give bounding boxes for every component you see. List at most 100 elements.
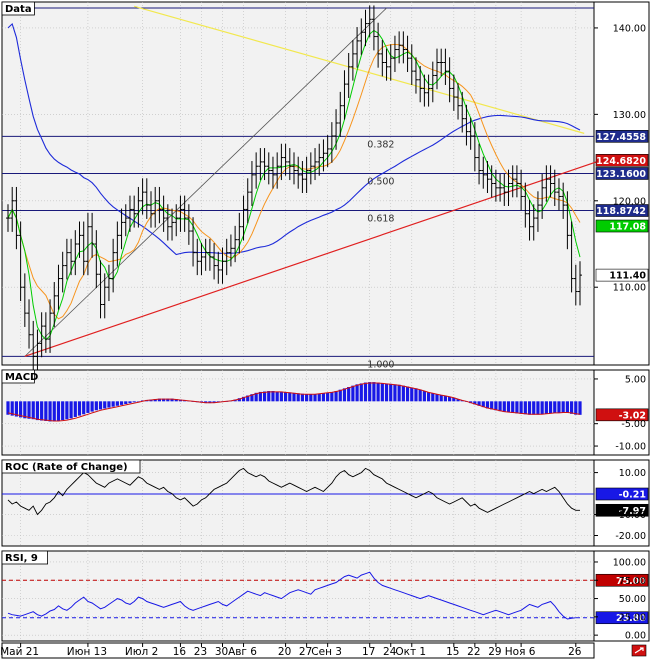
macd-histogram-bar [73,401,77,417]
macd-histogram-bar [166,398,170,402]
panel-0-tick-label: 130.00 [613,110,646,121]
fib-level-label: 0.618 [367,214,394,225]
fib-level-label: 0.382 [367,139,394,150]
panel-2-area [1,459,595,547]
macd-histogram-bar [212,401,216,403]
macd-histogram-bar [107,401,111,408]
fib-diagonal-line [24,7,387,357]
price-bar [237,212,242,254]
macd-histogram-bar [439,395,443,402]
price-bar [287,148,292,181]
fib-level-label: 0.500 [367,176,394,187]
price-bar [468,117,473,150]
price-bar [81,221,86,276]
macd-histogram-bar [448,396,452,402]
price-bar [460,91,465,133]
price-bar [329,122,334,163]
macd-histogram-bar [6,401,10,415]
macd-histogram-bar [267,391,271,402]
macd-histogram-bar [540,401,544,415]
price-bar [477,143,482,185]
panel-1-tick-label: -5.00 [621,419,646,430]
x-axis-label: Ноя 6 [505,646,536,658]
resize-icon[interactable] [631,644,647,657]
price-bar [153,186,158,228]
price-bar [569,221,574,293]
macd-histogram-bar [157,398,162,402]
panel-3-tick-label: 50.00 [619,594,646,605]
price-bar [228,234,233,267]
price-bar [270,156,275,189]
price-bar [56,264,61,310]
macd-histogram-bar [82,401,86,415]
value-label: 117.08 [609,222,646,233]
price-bar [544,165,549,202]
macd-histogram-bar [170,398,174,402]
value-label: -7.97 [619,506,646,517]
price-bar [77,221,82,258]
macd-histogram-bar [506,401,511,413]
x-axis-label: Сен 3 [311,646,342,658]
price-bar [304,156,309,194]
panel-3-title-box [1,550,48,565]
price-bar [254,152,259,189]
macd-histogram-bar [334,391,338,402]
x-axis-label: 29 [488,646,501,658]
price-bar [573,264,578,306]
macd-histogram-bar [48,401,52,422]
price-bar [27,299,32,349]
price-bar [397,31,402,64]
macd-histogram-bar [574,401,578,415]
price-bar [401,31,406,64]
macd-histogram-bar [410,387,414,402]
price-bar [48,299,53,353]
macd-histogram-bar [305,394,309,402]
price-bar [43,312,48,353]
macd-histogram-bar [347,387,351,402]
price-bar [258,148,263,181]
price-bar [418,65,423,103]
macd-histogram-bar [237,398,241,402]
macd-histogram-bar [10,401,14,416]
macd-histogram-bar [527,401,532,415]
price-bar [14,186,19,250]
macd-histogram-bar [44,401,48,421]
price-bar [186,204,191,245]
value-label-box [595,167,649,180]
price-bar [409,44,414,85]
value-label: 127.4558 [596,132,646,143]
value-label: 124.6820 [596,156,646,167]
price-bar [233,225,238,263]
price-bar [498,173,503,202]
price-bar [262,148,267,181]
price-bar [39,312,44,358]
price-bar [275,152,280,189]
macd-histogram-bar [300,393,305,402]
price-bar [493,169,498,202]
macd-histogram-bar [330,391,334,402]
macd-histogram-bar [153,399,157,402]
x-axis-label: Июн 13 [67,646,107,658]
macd-signal-line [7,382,581,422]
price-bar [426,74,431,107]
macd-histogram-bar [98,401,103,410]
price-bar [384,48,389,81]
macd-histogram-bar [14,401,19,417]
macd-histogram-bar [90,401,94,412]
macd-histogram-bar [61,401,65,421]
macd-histogram-bar [490,401,494,410]
price-bar [102,273,107,319]
x-axis-band [1,642,595,659]
macd-histogram-bar [397,384,401,402]
macd-histogram-bar [544,401,548,414]
macd-histogram-bar [578,401,582,415]
macd-histogram-bar [523,401,527,415]
price-bar [392,35,397,73]
price-bar [220,247,225,284]
macd-histogram-bar [119,401,124,405]
value-label: -0.21 [619,490,646,501]
price-bar [224,238,229,276]
macd-histogram-bar [19,401,23,418]
value-label-box [595,204,649,217]
price-bar [472,122,477,172]
